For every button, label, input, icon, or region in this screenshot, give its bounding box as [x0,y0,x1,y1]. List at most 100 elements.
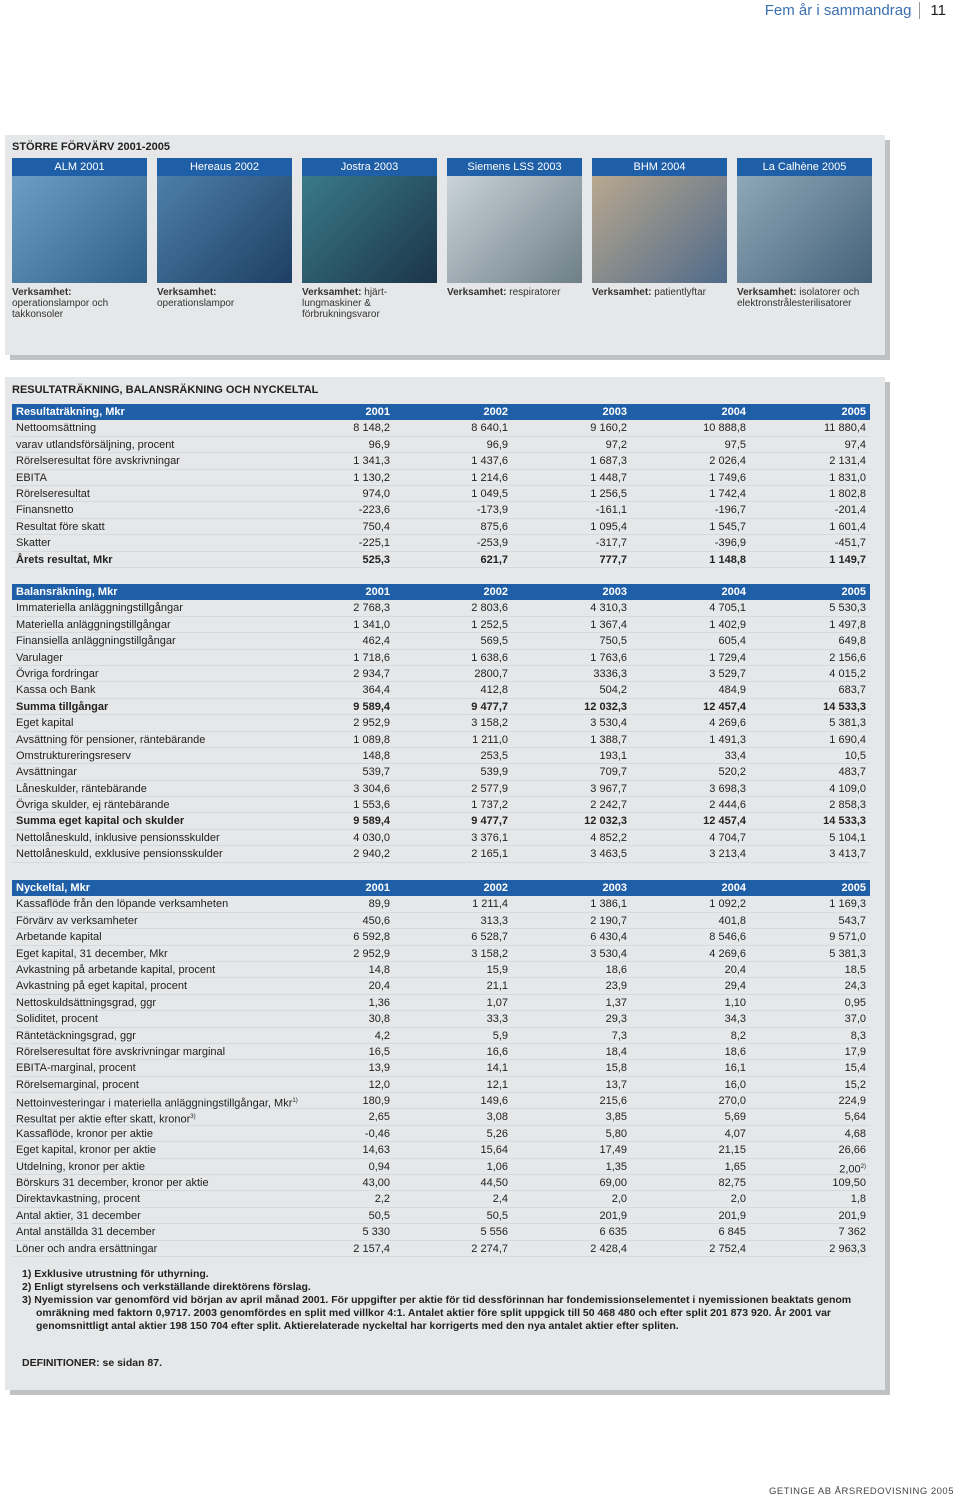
table-row: Materiella anläggningstillgångar 1 341,0 1… [12,617,870,634]
value-cell: 1 638,6 [471,651,508,664]
value-cell: 15,8 [605,1062,627,1075]
value-cell: 777,7 [599,553,627,566]
value-cell: 3 529,7 [709,667,746,680]
value-cell: -253,9 [476,537,508,550]
value-cell: 2 242,7 [590,799,627,812]
acquisition: BHM 2004 Verksamhet: patientlyftar [592,158,727,298]
value-cell: 1 148,8 [709,553,746,566]
footer: GETINGE AB ÅRSREDOVISNING 2005 [769,1486,954,1497]
value-cell: 1 802,8 [829,487,866,500]
value-cell: 1 341,0 [353,618,390,631]
header-row: Nyckeltal, Mkr 2001 2002 2003 2004 2005 [12,880,870,897]
header-row: Balansräkning, Mkr 2001 2002 2003 2004 2005 [12,584,870,601]
table-row: Avkastning på arbetande kapital, procent… [12,962,870,979]
value-cell: 20,4 [724,963,746,976]
value-cell: 37,0 [844,1013,866,1026]
table-row: Eget kapital 2 952,9 3 158,2 3 530,4 4 269,6… [12,715,870,732]
value-cell: 10,5 [844,749,866,762]
footnote: 3) Nyemission var genomförd vid början a… [22,1294,852,1332]
value-cell: 6 845 [718,1226,746,1239]
label-cell: Årets resultat, Mkr [16,553,113,566]
value-cell: 1 729,4 [709,651,746,664]
photo [592,176,727,283]
label-cell: Direktavkastning, procent [16,1193,141,1206]
value-cell: 5 381,3 [829,947,866,960]
value-cell: 12,0 [368,1078,390,1091]
value-cell: 1 388,7 [590,733,627,746]
value-cell: 1 690,4 [829,733,866,746]
label-cell: Varulager [16,651,63,664]
description-label: Verksamhet: [447,287,507,298]
value-cell: 1,35 [605,1160,627,1173]
value-cell: 709,7 [599,766,627,779]
footnote: 1) Exklusive utrustning för uthyrning. [22,1268,209,1280]
header-row: Resultaträkning, Mkr 2001 2002 2003 2004 2005 [12,404,870,421]
value-cell: 21,1 [486,980,508,993]
acquisition: ALM 2001 Verksamhet: operationslampor och… [12,158,147,320]
description-text: patientlyftar [654,287,706,298]
table-row: Resultat per aktie efter skatt, kronor3)… [12,1109,870,1126]
value-cell: 5,26 [486,1127,508,1140]
acquisition: Siemens LSS 2003 Verksamhet: respiratorer [447,158,582,298]
table-row: Rörelseresultat före avskrivningar 1 341,… [12,453,870,470]
value-cell: -317,7 [595,537,627,550]
photo [447,176,582,283]
value-cell: 96,9 [368,438,390,451]
value-cell: 5,64 [844,1111,866,1124]
value-cell: 14,8 [368,963,390,976]
value-cell: 0,95 [844,996,866,1009]
label-cell: Resultat före skatt [16,520,105,533]
value-cell: 683,7 [838,684,866,697]
label-cell: EBITA [16,471,47,484]
page-header: Fem år i sammandrag 11 [765,2,946,19]
table-row: Kassaflöde från den löpande verksamheten… [12,896,870,913]
value-cell: 2 963,3 [829,1242,866,1255]
description: Verksamhet: operationslampor och takkons… [12,287,147,320]
value-cell: -225,1 [358,537,390,550]
value-cell: 6 528,7 [471,931,508,944]
table-row: Nettoinvesteringar i materiella anläggni… [12,1093,870,1110]
table-row: Börskurs 31 december, kronor per aktie 43… [12,1175,870,1192]
footnote-ref: 2) [860,1163,866,1170]
table-row: Avkastning på eget kapital, procent 20,4 2… [12,978,870,995]
value-cell: 14,63 [362,1144,390,1157]
value-cell: 12 457,4 [703,815,746,828]
value-cell: 3 698,3 [709,782,746,795]
table-row: Nettolåneskuld, exklusive pensionsskulde… [12,846,870,863]
value-cell: 3336,3 [593,667,627,680]
value-cell: 3 158,2 [471,947,508,960]
table-row: Övriga fordringar 2 934,7 2800,7 3336,3 3 52… [12,666,870,683]
description-label: Verksamhet: [302,287,362,298]
value-cell: 97,2 [605,438,627,451]
value-cell: 2 274,7 [471,1242,508,1255]
value-cell: 1,65 [724,1160,746,1173]
label-cell: Materiella anläggningstillgångar [16,618,171,631]
label-cell: Rörelseresultat före avskrivningar [16,455,180,468]
value-cell: 3 967,7 [590,782,627,795]
header-title: Fem år i sammandrag [764,2,912,19]
value-cell: 3 413,7 [829,848,866,861]
table-row: Antal anställda 31 december 5 330 5 556 6 6… [12,1224,870,1241]
value-cell: 2 190,7 [590,914,627,927]
value-cell: 2004 [721,882,746,894]
photo [737,176,872,283]
value-cell: -223,6 [358,504,390,517]
value-cell: 401,8 [718,914,746,927]
value-cell: 2002 [483,586,508,598]
table-row: Rörelseresultat före avskrivningar margi… [12,1044,870,1061]
table-row: Rörelseresultat 974,0 1 049,5 1 256,5 1 742,… [12,486,870,503]
value-cell: 17,9 [844,1045,866,1058]
value-cell: 1 402,9 [709,618,746,631]
acquisition: Jostra 2003 Verksamhet: hjärt-lungmaskine… [302,158,437,320]
value-cell: 605,4 [718,635,746,648]
table-row: Resultat före skatt 750,4 875,6 1 095,4 1 54… [12,519,870,536]
value-cell: 253,5 [480,749,508,762]
label-cell: Rörelsemarginal, procent [16,1078,139,1091]
value-cell: 4 015,2 [829,667,866,680]
value-cell: 1 491,3 [709,733,746,746]
value-cell: 974,0 [362,487,390,500]
description: Verksamhet: respiratorer [447,287,582,298]
table-row: Direktavkastning, procent 2,2 2,4 2,0 2,0 1,8 [12,1191,870,1208]
label-cell: Räntetäckningsgrad, ggr [16,1029,136,1042]
value-cell: 450,6 [362,914,390,927]
